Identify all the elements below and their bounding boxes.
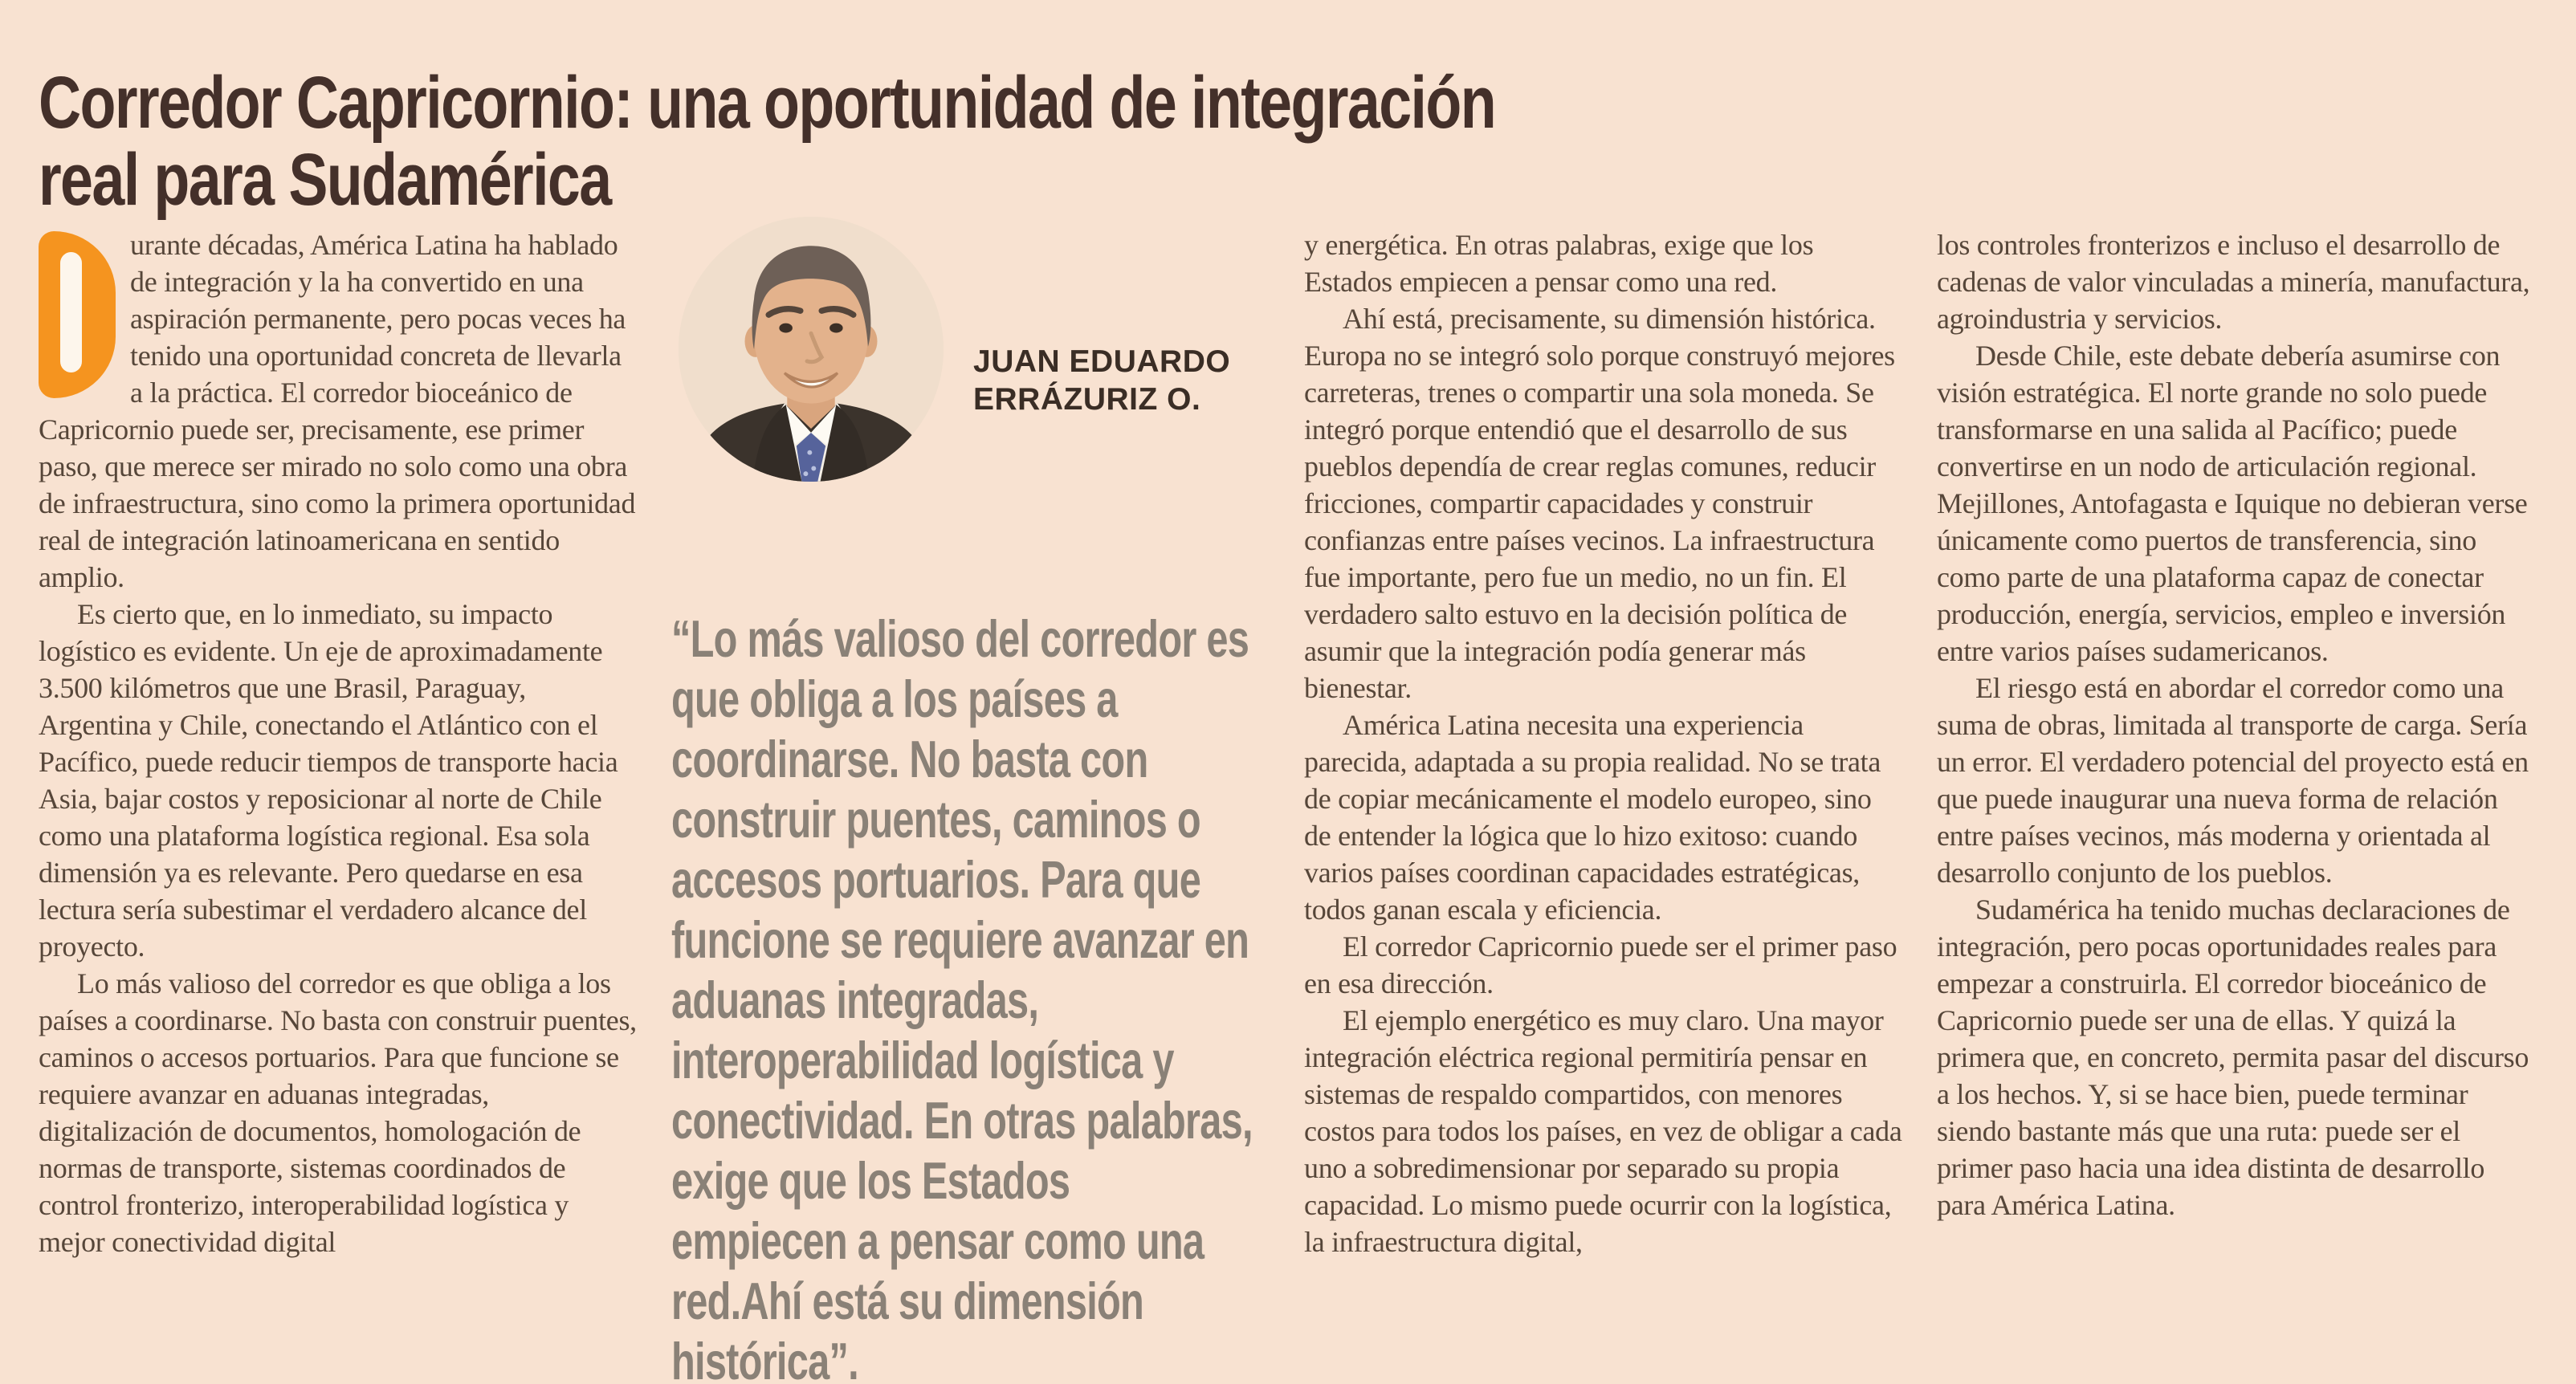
article-paragraph: América Latina necesita una experiencia … — [1304, 709, 1881, 926]
author-name: JUAN EDUARDO ERRÁZURIZ O. — [973, 344, 1231, 417]
article-column-1: Durante décadas, América Latina ha habla… — [39, 226, 639, 1260]
opening-text: urante décadas, América Latina ha hablad… — [39, 229, 636, 593]
article-paragraph: los controles fronterizos e incluso el d… — [1937, 229, 2530, 335]
pull-quote-block: “Lo más valioso del corredor es que obli… — [671, 609, 1253, 1384]
article-opening-paragraph: Durante décadas, América Latina ha habla… — [39, 226, 639, 596]
article-column-4: los controles fronterizos e incluso el d… — [1937, 226, 2537, 1223]
author-photo — [679, 217, 944, 482]
article-column-3: y energética. En otras palabras, exige q… — [1304, 226, 1905, 1260]
article-paragraph: Sudamérica ha tenido muchas declaracione… — [1937, 893, 2529, 1221]
drop-cap-letter: D — [39, 231, 116, 398]
article-paragraph: y energética. En otras palabras, exige q… — [1304, 229, 1814, 298]
pull-quote-text: “Lo más valioso del corredor es que obli… — [671, 609, 1253, 1384]
article-paragraph: Desde Chile, este debate debería asumirs… — [1937, 340, 2528, 667]
article-paragraph: El riesgo está en abordar el corredor co… — [1937, 672, 2529, 889]
article-paragraph: El ejemplo energético es muy claro. Una … — [1304, 1004, 1902, 1258]
article-paragraph: Ahí está, precisamente, su dimensión his… — [1304, 303, 1895, 704]
article-paragraph: El corredor Capricornio puede ser el pri… — [1304, 930, 1897, 999]
article-paragraph: Lo más valioso del corredor es que oblig… — [39, 967, 637, 1258]
headline: Corredor Capricornio: una oportunidad de… — [39, 61, 1497, 222]
author-portrait-illustration — [679, 217, 944, 482]
article-paragraph: Es cierto que, en lo inmediato, su impac… — [39, 598, 618, 963]
